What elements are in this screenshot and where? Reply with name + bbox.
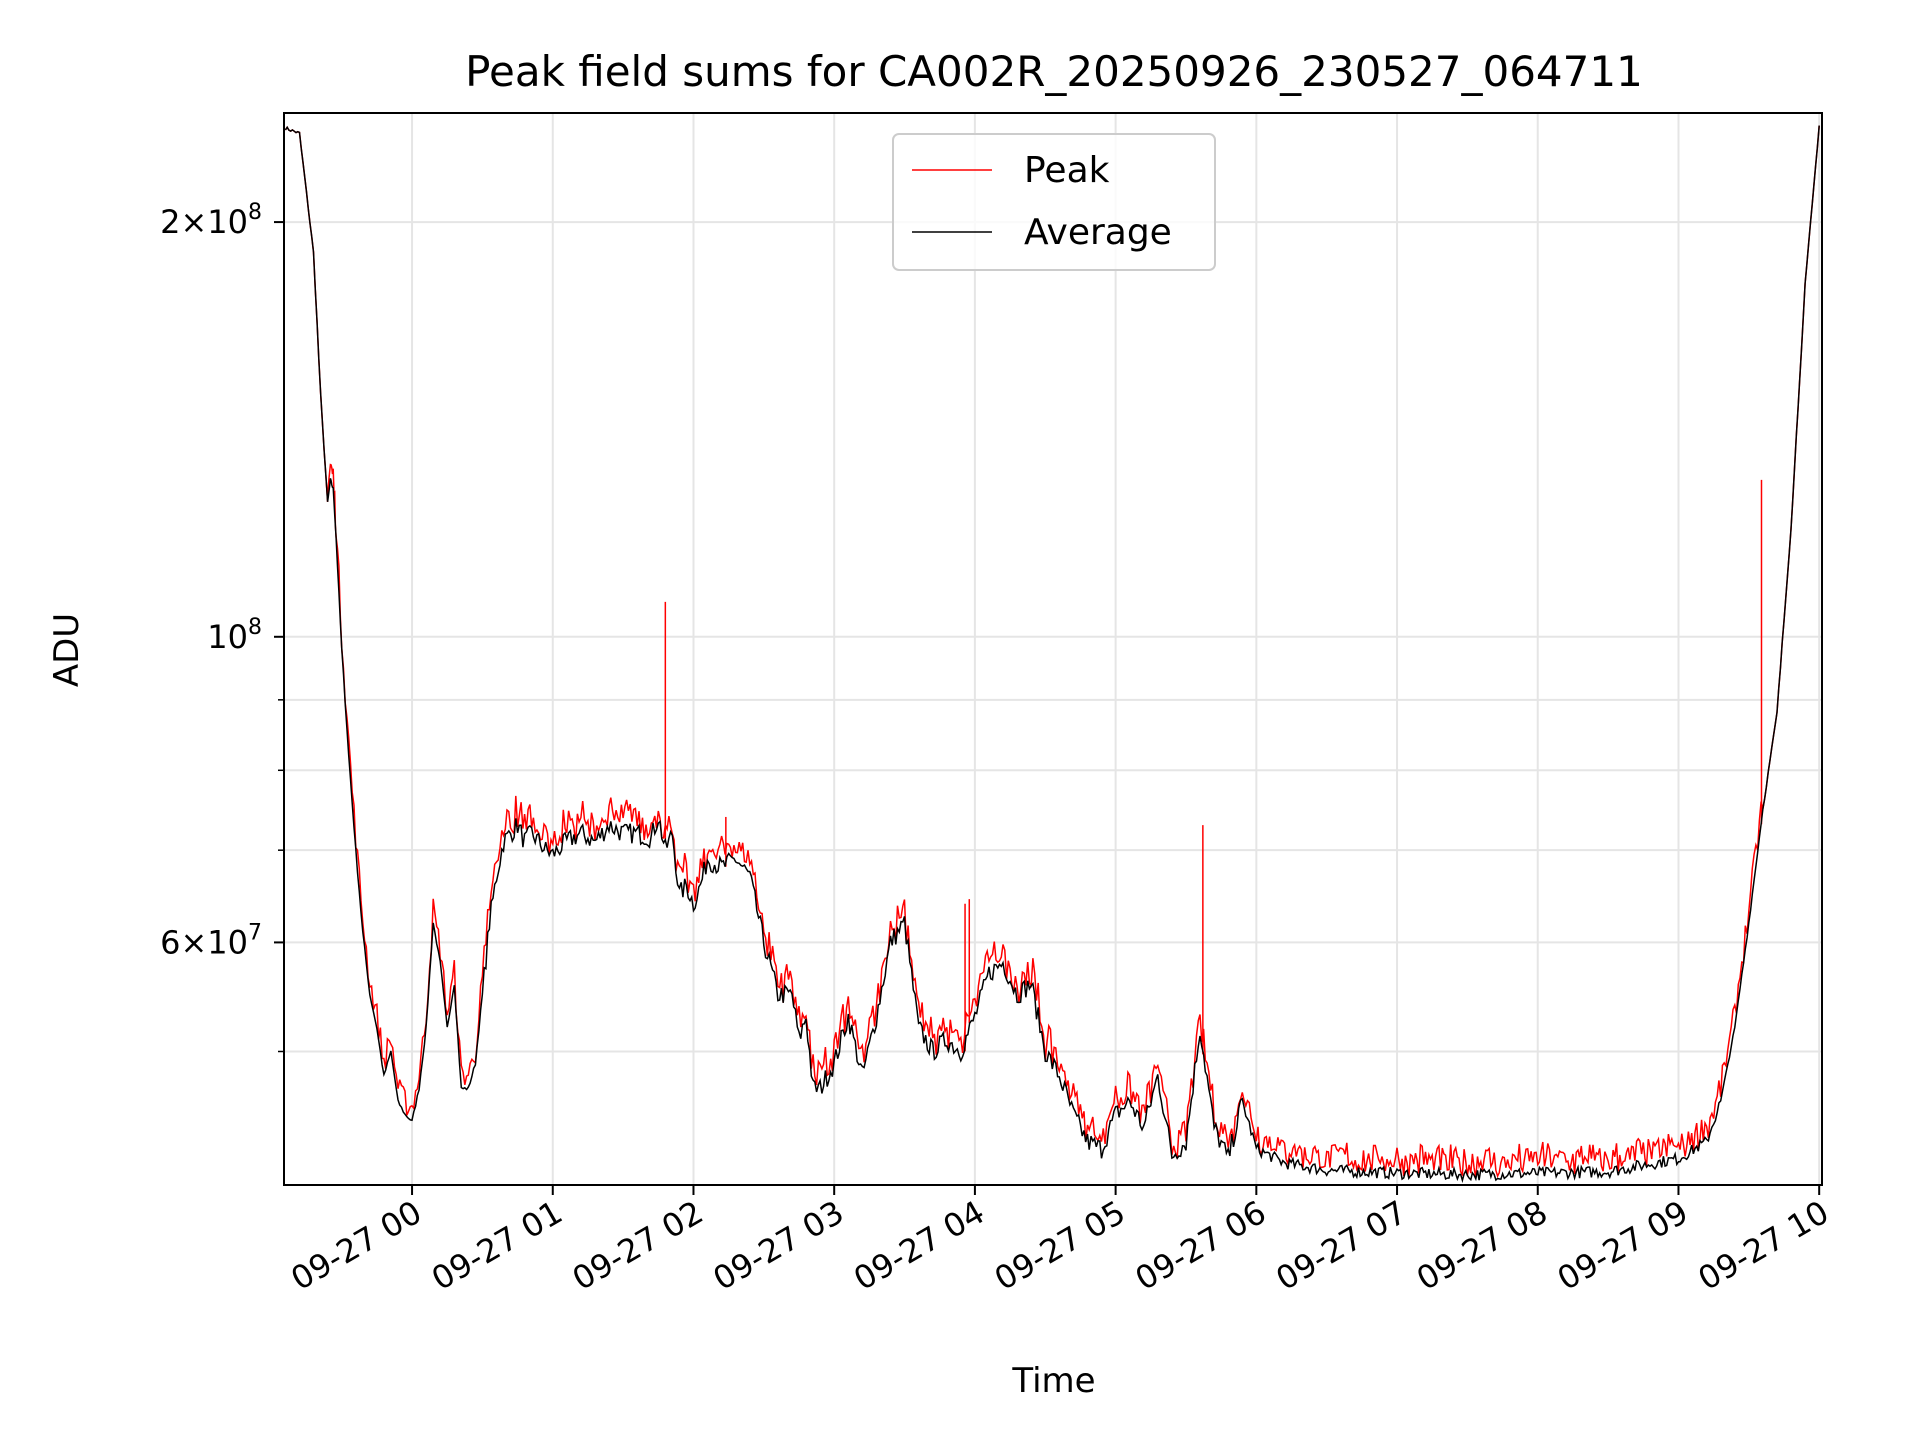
- peak-series-line: [284, 125, 1820, 1179]
- y-tick-label: 6×107: [160, 920, 262, 961]
- series-layer: [284, 125, 1820, 1184]
- x-axis-label: Time: [1011, 1361, 1095, 1401]
- y-tick-label: 108: [207, 615, 262, 656]
- average-series-line: [284, 125, 1820, 1184]
- y-axis: 6×107 108 2×108: [160, 200, 284, 1053]
- plot-frame: [283, 112, 1823, 1186]
- y-tick-label: 2×108: [160, 200, 262, 241]
- legend-box: [892, 133, 1216, 271]
- legend-peak-label: Peak: [1024, 150, 1110, 191]
- legend: Peak Average: [892, 133, 1216, 271]
- y-axis-label: ADU: [47, 613, 87, 687]
- chart-title: Peak field sums for CA002R_20250926_2305…: [465, 47, 1643, 96]
- legend-average-label: Average: [1024, 212, 1172, 253]
- grid: [284, 113, 1822, 1185]
